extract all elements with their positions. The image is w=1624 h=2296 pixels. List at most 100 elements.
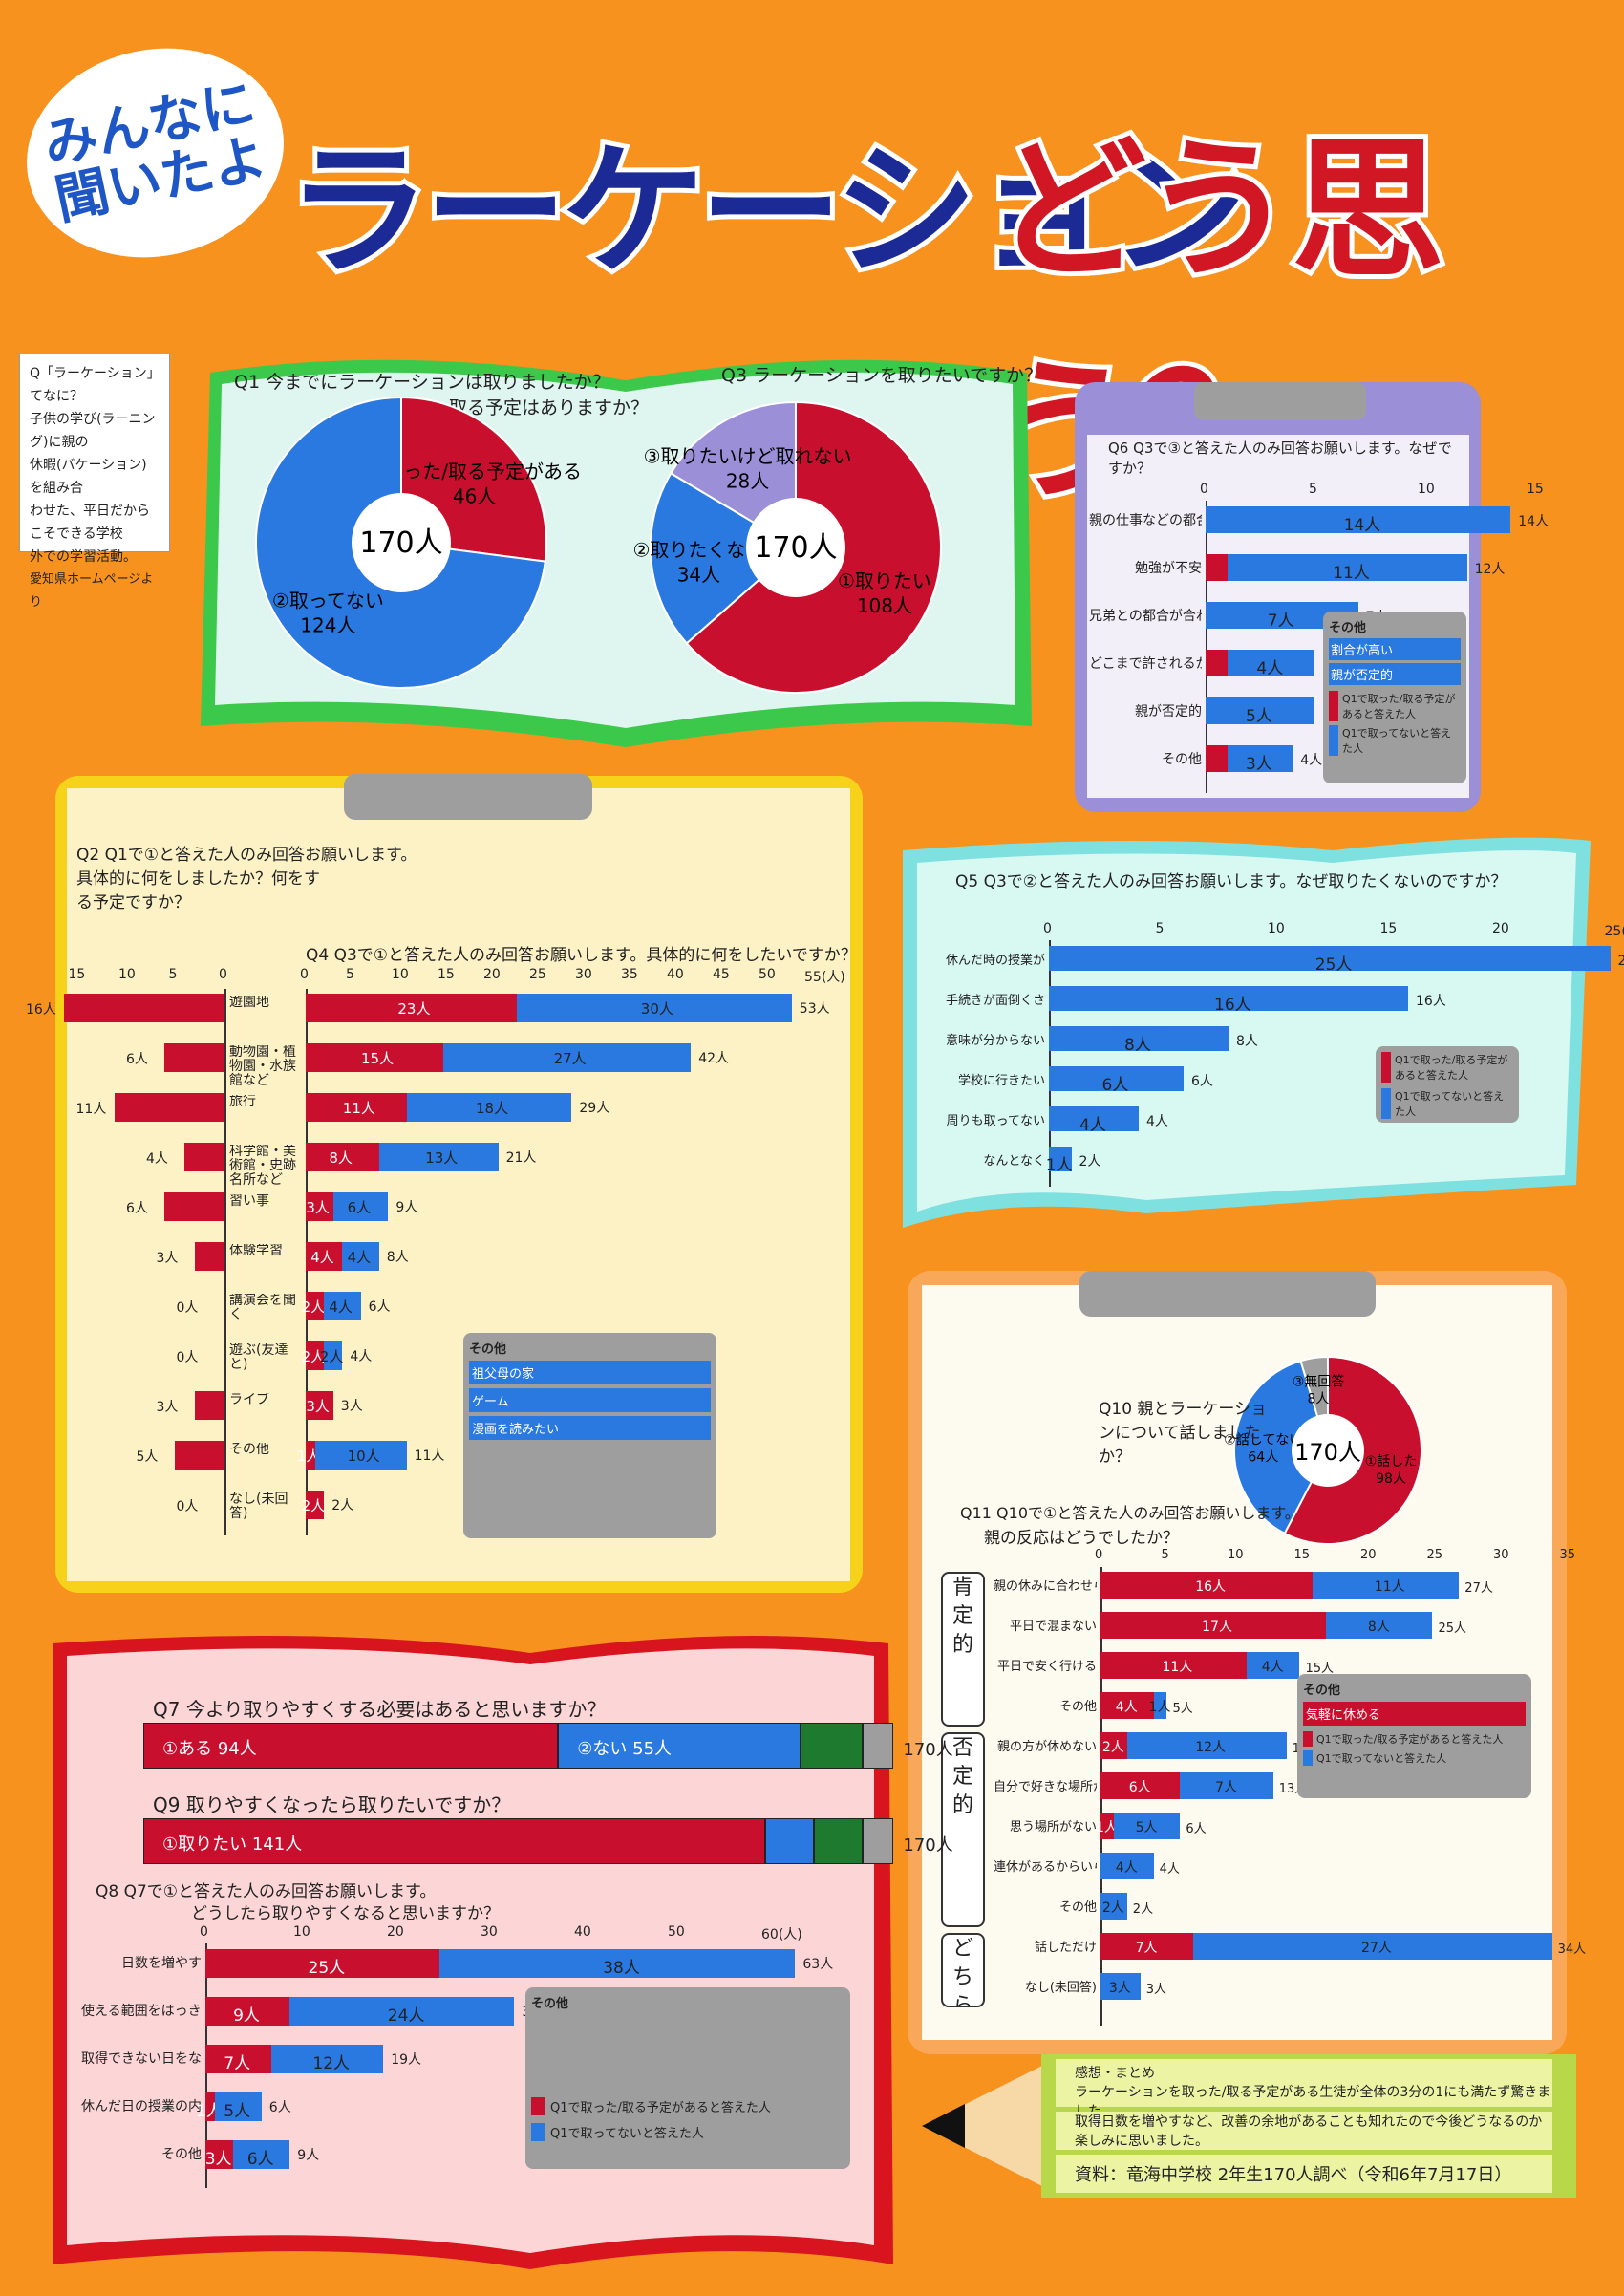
- q6-row-label-3: どこまで許されるか分からない: [1089, 656, 1202, 672]
- q5-legend-red: Q1で取った/取る予定があると答えた人: [1381, 1052, 1513, 1083]
- q11-other-item: 気軽に休める: [1303, 1702, 1526, 1726]
- q6-legend-blue: Q1で取ってないと答えた人: [1329, 725, 1461, 756]
- q6-bar-blue-5: [1227, 745, 1293, 772]
- q2-tick-0: 15: [68, 967, 86, 982]
- q6-bar-red-3: [1206, 650, 1228, 676]
- q5-axis: [1049, 940, 1051, 1187]
- q11-total-2: 15人: [1305, 1662, 1335, 1676]
- q11-bar-blue-label-7: 4人: [1115, 1860, 1138, 1876]
- q4-total-9: 11人: [414, 1448, 445, 1464]
- q8-total-2: 19人: [391, 2052, 422, 2068]
- q2-bar-9: [174, 1441, 224, 1470]
- q9-total: 170人: [903, 1835, 953, 1856]
- q5-tick-3: 15: [1379, 921, 1398, 936]
- q4-bar-red-8: [306, 1391, 333, 1420]
- q11-bar-red-label-5: 6人: [1128, 1780, 1151, 1795]
- q8-total-4: 9人: [297, 2148, 320, 2163]
- q4-bar-red-3: [306, 1143, 379, 1171]
- q9-seg-2: [814, 1818, 864, 1864]
- q11-bar-blue-5: [1180, 1772, 1273, 1799]
- q4-bar-blue-7: [324, 1341, 343, 1370]
- q2q4-row-label-5: 体験学習: [229, 1244, 283, 1258]
- q6-bar-blue-label-3: 4人: [1256, 659, 1284, 678]
- q2-bar-0: [64, 994, 224, 1022]
- q6-total-5: 4人: [1300, 753, 1323, 768]
- q4-total-0: 53人: [799, 1001, 830, 1017]
- q5-legend-blue: Q1で取ってないと答えた人: [1381, 1088, 1513, 1119]
- q8-legend-blue: Q1で取ってないと答えた人: [531, 2123, 844, 2141]
- q9-title: Q9 取りやすくなったら取りたいですか？: [153, 1793, 511, 1816]
- note-line2: 子供の学び(ラーニング)に親の: [30, 412, 156, 450]
- q11-bar-blue-label-1: 8人: [1367, 1620, 1390, 1635]
- q4-bar-blue-label-7: 2人: [319, 1348, 344, 1365]
- q8-bar-blue-0: [439, 1949, 796, 1978]
- q6-title: Q6 Q3で③と答えた人のみ回答お願いします。なぜですか？: [1108, 440, 1452, 477]
- q11-bar-red-9: [1100, 1933, 1194, 1960]
- q5-total-5: 2人: [1079, 1154, 1101, 1169]
- q7-seg-3: [863, 1723, 894, 1769]
- q7-seg-label-1: ②ない 55人: [577, 1739, 673, 1759]
- q4-bar-red-label-4: 3人: [306, 1199, 330, 1216]
- q11-bar-blue-label-8: 2人: [1101, 1900, 1124, 1916]
- note-source: 愛知県ホームページより: [30, 572, 154, 610]
- q11-bar-blue-10: [1100, 1973, 1141, 2000]
- q11-tick-1: 5: [1161, 1548, 1169, 1562]
- q4-tick-2: 10: [392, 967, 409, 982]
- q4-bar-blue-3: [378, 1143, 499, 1171]
- q1-center-label: 170人: [359, 526, 442, 560]
- q11-tick-4: 20: [1360, 1548, 1377, 1562]
- q2-bar-label-7: 0人: [176, 1350, 199, 1365]
- q4-bar-blue-label-5: 4人: [347, 1249, 372, 1266]
- q4-bar-blue-label-2: 18人: [476, 1100, 509, 1117]
- q11-bar-blue-label-6: 5人: [1135, 1820, 1158, 1835]
- q6-bar-blue-3: [1227, 650, 1314, 676]
- q11-bar-red-label-2: 11人: [1162, 1660, 1193, 1675]
- q11-bar-blue-0: [1313, 1572, 1460, 1599]
- q8-bar-blue-label-1: 24人: [387, 2006, 425, 2026]
- q11-tick-2: 10: [1228, 1548, 1244, 1562]
- q10-slice-label-2: ③無回答 8人: [1293, 1374, 1345, 1407]
- summary-line2: 取得日数を増やすなど、改善の余地があることも知れたので今後どうなるのか楽しみに思…: [1056, 2112, 1552, 2150]
- q2-bar-5: [194, 1242, 224, 1271]
- q5-bar-blue-label-1: 16人: [1214, 996, 1251, 1015]
- q11-bar-blue-3: [1153, 1692, 1167, 1719]
- q6-tick-0: 0: [1200, 482, 1208, 497]
- q8-row-label-3: 休んだ日の授業の内容をはっきりする: [81, 2099, 202, 2114]
- q4-tick-7: 35: [621, 967, 638, 982]
- q7-seg-0: [143, 1723, 559, 1769]
- q7-seg-2: [801, 1723, 864, 1769]
- q11-total-8: 2人: [1132, 1902, 1154, 1917]
- q9-seg-3: [863, 1818, 894, 1864]
- q11-tick-0: 0: [1095, 1548, 1103, 1562]
- q8-row-label-0: 日数を増やす: [121, 1956, 202, 1971]
- q5-legend-box: Q1で取った/取る予定があると答えた人 Q1で取ってないと答えた人: [1376, 1046, 1519, 1123]
- q2-bar-label-8: 3人: [156, 1400, 179, 1415]
- q1-center: [352, 493, 451, 592]
- q11-bar-blue-label-0: 11人: [1374, 1579, 1405, 1595]
- q4-bar-blue-label-3: 13人: [425, 1149, 459, 1167]
- q8-bar-blue-label-4: 6人: [246, 2150, 274, 2169]
- q2q4-other-item-1: ゲーム: [469, 1388, 711, 1412]
- q10-slice-label-1: ②話してない 64人: [1224, 1432, 1302, 1466]
- q11-total-10: 3人: [1145, 1983, 1166, 1997]
- q4-bar-red-label-8: 3人: [306, 1398, 330, 1415]
- q11-tick-3: 15: [1293, 1548, 1311, 1562]
- q11-row-label-1: 平日で混まない: [1009, 1620, 1097, 1634]
- q11-total-1: 25人: [1438, 1621, 1467, 1636]
- q6-legend-red: Q1で取った/取る予定があると答えた人: [1329, 691, 1461, 721]
- q11-bar-blue-9: [1193, 1933, 1552, 1960]
- q8-bar-red-label-1: 9人: [233, 2006, 260, 2026]
- q8-tick-3: 30: [481, 1924, 498, 1940]
- q11-row-label-9: 話しただけ: [1034, 1941, 1097, 1955]
- q6-bar-blue-label-5: 3人: [1246, 755, 1272, 774]
- q4-bar-red-9: [306, 1441, 315, 1470]
- q6-tick-1: 5: [1309, 482, 1317, 497]
- q4-bar-red-label-7: 2人: [301, 1348, 326, 1365]
- q11-bar-red-label-6: 1人: [1095, 1820, 1118, 1835]
- q5-row-label-2: 意味が分からない: [946, 1034, 1045, 1048]
- q4-tick-1: 5: [346, 967, 354, 982]
- pencil-tip: [922, 2059, 1056, 2193]
- q2q4-other-box: その他 祖父母の家 ゲーム 漫画を読みたい: [463, 1333, 716, 1538]
- q11-legend-red: Q1で取った/取る予定があると答えた人: [1303, 1731, 1526, 1747]
- q8-bar-blue-4: [233, 2140, 290, 2169]
